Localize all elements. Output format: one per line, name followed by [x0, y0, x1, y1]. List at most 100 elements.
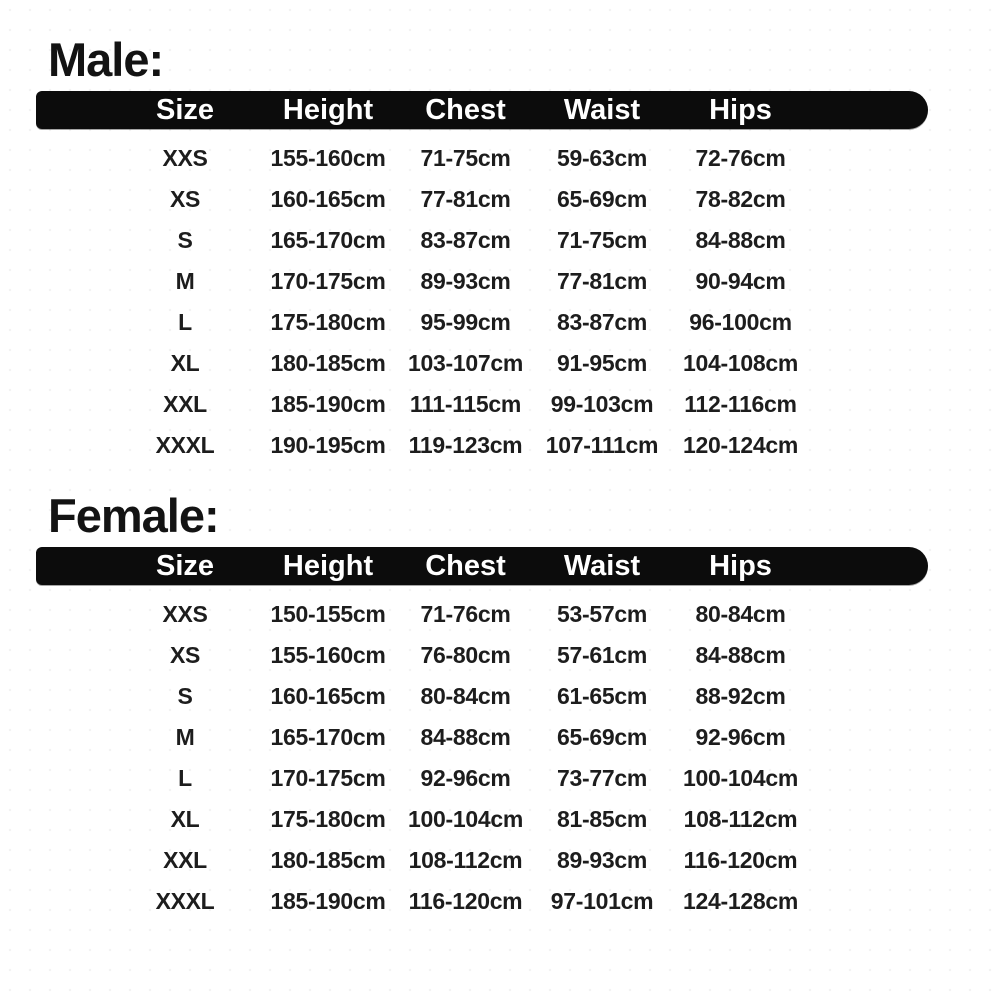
measurement-cell: 99-103cm	[550, 391, 654, 417]
table-row: M 165-170cm 84-88cm 65-69cm 92-96cm	[36, 717, 928, 758]
measurement-cell: 72-76cm	[695, 145, 786, 171]
size-label-cell: S	[177, 683, 193, 709]
male-table-header-bar: Size Height Chest Waist Hips	[36, 91, 928, 129]
table-row: XS 160-165cm 77-81cm 65-69cm 78-82cm	[36, 179, 928, 220]
measurement-cell: 180-185cm	[270, 350, 386, 376]
column-header-hips: Hips	[709, 549, 772, 582]
measurement-cell: 124-128cm	[683, 888, 798, 914]
table-row: XXXL 185-190cm 116-120cm 97-101cm 124-128cm	[36, 881, 928, 922]
measurement-cell: 155-160cm	[270, 642, 386, 668]
measurement-cell: 103-107cm	[408, 350, 523, 376]
table-row: M 170-175cm 89-93cm 77-81cm 90-94cm	[36, 261, 928, 302]
measurement-cell: 108-112cm	[408, 847, 523, 873]
table-row: L 175-180cm 95-99cm 83-87cm 96-100cm	[36, 302, 928, 343]
measurement-cell: 84-88cm	[695, 642, 786, 668]
column-header-chest: Chest	[425, 549, 506, 582]
measurement-cell: 100-104cm	[683, 765, 798, 791]
size-label-cell: XL	[170, 806, 200, 832]
female-table-body: XXS 150-155cm 71-76cm 53-57cm 80-84cm XS 155-1…	[36, 594, 1000, 922]
female-table-header-row: Size Height Chest Waist Hips	[36, 550, 928, 583]
measurement-cell: 77-81cm	[420, 186, 511, 212]
measurement-cell: 91-95cm	[557, 350, 647, 376]
table-row: S 160-165cm 80-84cm 61-65cm 88-92cm	[36, 676, 928, 717]
size-label-cell: XL	[170, 350, 200, 376]
measurement-cell: 83-87cm	[420, 227, 511, 253]
size-label-cell: L	[178, 309, 192, 335]
table-row: L 170-175cm 92-96cm 73-77cm 100-104cm	[36, 758, 928, 799]
table-row: XL 180-185cm 103-107cm 91-95cm 104-108cm	[36, 343, 928, 384]
measurement-cell: 175-180cm	[270, 309, 386, 335]
measurement-cell: 96-100cm	[689, 309, 792, 335]
size-label-cell: XXXL	[155, 888, 215, 914]
measurement-cell: 150-155cm	[270, 601, 386, 627]
measurement-cell: 88-92cm	[695, 683, 786, 709]
measurement-cell: 170-175cm	[270, 268, 386, 294]
column-header-size: Size	[155, 93, 215, 126]
table-row: XXL 185-190cm 111-115cm 99-103cm 112-116cm	[36, 384, 928, 425]
measurement-cell: 89-93cm	[557, 847, 647, 873]
measurement-cell: 160-165cm	[270, 683, 386, 709]
size-label-cell: XXS	[162, 145, 208, 171]
table-row: XXS 155-160cm 71-75cm 59-63cm 72-76cm	[36, 138, 928, 179]
measurement-cell: 81-85cm	[557, 806, 647, 832]
measurement-cell: 155-160cm	[270, 145, 386, 171]
table-row: XL 175-180cm 100-104cm 81-85cm 108-112cm	[36, 799, 928, 840]
measurement-cell: 185-190cm	[270, 888, 386, 914]
measurement-cell: 84-88cm	[420, 724, 511, 750]
male-size-table-section: Male: Size Height Chest Waist Hips XXS 155-16…	[0, 36, 1000, 466]
measurement-cell: 160-165cm	[270, 186, 386, 212]
column-header-height: Height	[282, 549, 374, 582]
measurement-cell: 119-123cm	[408, 432, 523, 458]
size-label-cell: L	[178, 765, 192, 791]
measurement-cell: 84-88cm	[695, 227, 786, 253]
size-label-cell: M	[175, 724, 195, 750]
column-header-chest: Chest	[425, 93, 506, 126]
measurement-cell: 89-93cm	[420, 268, 511, 294]
measurement-cell: 165-170cm	[270, 724, 386, 750]
measurement-cell: 185-190cm	[270, 391, 386, 417]
size-label-cell: XXXL	[155, 432, 215, 458]
table-row: XXS 150-155cm 71-76cm 53-57cm 80-84cm	[36, 594, 928, 635]
measurement-cell: 76-80cm	[420, 642, 511, 668]
measurement-cell: 90-94cm	[695, 268, 786, 294]
measurement-cell: 80-84cm	[695, 601, 786, 627]
measurement-cell: 116-120cm	[683, 847, 798, 873]
table-row: XXXL 190-195cm 119-123cm 107-111cm 120-124cm	[36, 425, 928, 466]
measurement-cell: 65-69cm	[557, 724, 647, 750]
measurement-cell: 92-96cm	[695, 724, 786, 750]
measurement-cell: 100-104cm	[408, 806, 523, 832]
measurement-cell: 120-124cm	[683, 432, 798, 458]
column-header-waist: Waist	[563, 93, 641, 126]
measurement-cell: 71-75cm	[557, 227, 647, 253]
column-header-hips: Hips	[709, 93, 772, 126]
column-header-size: Size	[155, 549, 215, 582]
female-section-title: Female:	[48, 489, 220, 542]
size-label-cell: XXL	[163, 847, 207, 873]
size-label-cell: S	[177, 227, 193, 253]
measurement-cell: 180-185cm	[270, 847, 386, 873]
measurement-cell: 73-77cm	[557, 765, 647, 791]
table-row: XXL 180-185cm 108-112cm 89-93cm 116-120cm	[36, 840, 928, 881]
measurement-cell: 65-69cm	[557, 186, 647, 212]
table-row: XS 155-160cm 76-80cm 57-61cm 84-88cm	[36, 635, 928, 676]
measurement-cell: 71-75cm	[420, 145, 511, 171]
measurement-cell: 83-87cm	[557, 309, 647, 335]
measurement-cell: 165-170cm	[270, 227, 386, 253]
measurement-cell: 107-111cm	[545, 432, 659, 458]
measurement-cell: 116-120cm	[408, 888, 523, 914]
size-label-cell: M	[175, 268, 195, 294]
size-label-cell: XS	[169, 642, 201, 668]
size-label-cell: XXS	[162, 601, 208, 627]
measurement-cell: 108-112cm	[683, 806, 798, 832]
male-table-header-row: Size Height Chest Waist Hips	[36, 94, 928, 127]
measurement-cell: 112-116cm	[684, 391, 797, 417]
measurement-cell: 80-84cm	[420, 683, 511, 709]
size-label-cell: XS	[169, 186, 201, 212]
measurement-cell: 59-63cm	[557, 145, 647, 171]
measurement-cell: 175-180cm	[270, 806, 386, 832]
measurement-cell: 111-115cm	[409, 391, 522, 417]
measurement-cell: 57-61cm	[557, 642, 647, 668]
measurement-cell: 190-195cm	[270, 432, 386, 458]
measurement-cell: 97-101cm	[550, 888, 654, 914]
